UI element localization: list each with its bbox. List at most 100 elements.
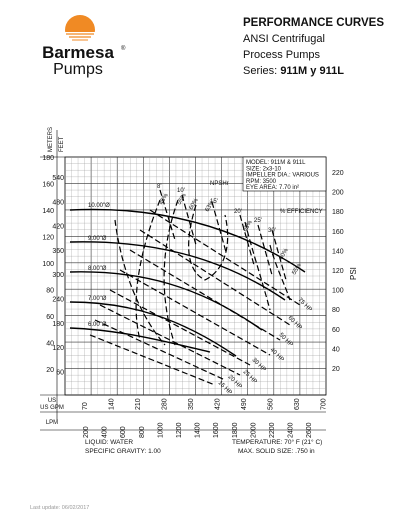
gpm-tick-label: 560 <box>268 398 275 410</box>
psi-tick-label: 80 <box>332 307 340 314</box>
gpm-tick-label: 70 <box>82 402 89 410</box>
footer: Last update: 06/02/2017 <box>30 505 89 511</box>
series: Series: 911M y 911L <box>243 65 344 77</box>
npsh-value-label: 8' <box>157 184 161 190</box>
lpm-tick-label: 1400 <box>195 422 202 438</box>
psi-tick-label: 200 <box>332 190 344 197</box>
axis-label: METERS <box>48 127 54 152</box>
npsh-value-label: 10' <box>177 188 185 194</box>
lpm-tick-label: 1200 <box>176 422 183 438</box>
feet-tick-label: 60 <box>56 369 64 376</box>
diameter-label: 7.00"Ø <box>88 296 107 302</box>
psi-tick-label: 100 <box>332 288 344 295</box>
model-line: EYE AREA: 7.70 in² <box>246 185 299 191</box>
psi-tick-label: 40 <box>332 346 340 353</box>
title: PERFORMANCE CURVES <box>243 17 384 29</box>
performance-chart: METERS FEET PSI US US GPM LPM MODEL: 911… <box>40 127 358 431</box>
gpm-tick-label: 210 <box>135 398 142 410</box>
logo: Barmesa ® Pumps <box>42 15 126 78</box>
npsh-value-label: 25' <box>254 218 262 224</box>
psi-tick-label: 120 <box>332 268 344 275</box>
impeller-curves <box>69 208 306 357</box>
condition: MAX. SOLID SIZE: .750 in <box>238 448 315 455</box>
psi-tick-label: 60 <box>332 327 340 334</box>
hp-label: 30 HP <box>251 357 267 373</box>
hp-label: 75 HP <box>297 297 313 313</box>
efficiency-value-label: 55% <box>292 262 304 276</box>
efficiency-value-label: 60% <box>189 197 201 211</box>
psi-tick-label: 180 <box>332 209 344 216</box>
meters-tick-label: 120 <box>42 235 54 242</box>
model-line: MODEL: 911M & 911L <box>246 160 306 166</box>
lpm-tick-label: 2600 <box>306 422 313 438</box>
npsh-value-label: 15' <box>210 199 218 205</box>
feet-tick-label: 240 <box>52 297 64 304</box>
axis-label: US <box>48 398 56 404</box>
axis-label: PSI <box>349 267 358 280</box>
efficiency-value-label: 63% <box>243 219 255 233</box>
feet-tick-label: 540 <box>52 175 64 182</box>
hp-curves <box>89 209 301 386</box>
model-line: SIZE: 2x3-10 <box>246 166 282 172</box>
efficiency-curves <box>114 199 291 346</box>
efficiency-value-label: 60% <box>279 247 291 261</box>
gpm-tick-label: 280 <box>162 398 169 410</box>
meters-tick-label: 140 <box>42 208 54 215</box>
logo-name: Barmesa <box>42 43 114 62</box>
gpm-tick-label: 700 <box>321 398 328 410</box>
condition: SPECIFIC GRAVITY: 1.00 <box>85 448 161 455</box>
logo-registered: ® <box>121 45 126 52</box>
hp-label: 50 HP <box>278 332 294 348</box>
lpm-tick-label: 400 <box>102 426 109 438</box>
efficiency-label: % EFFICIENCY <box>280 209 323 215</box>
hp-label: 15 HP <box>217 380 233 396</box>
npsh-value-label: 30' <box>268 228 276 234</box>
diameter-label: 9.00"Ø <box>88 236 107 242</box>
feet-tick-label: 480 <box>52 199 64 206</box>
meters-tick-label: 40 <box>46 341 54 348</box>
lpm-tick-label: 1000 <box>157 422 164 438</box>
lpm-tick-label: 200 <box>83 426 90 438</box>
diameter-label: 8.00"Ø <box>88 266 107 272</box>
lpm-tick-label: 1600 <box>213 422 220 438</box>
feet-tick-label: 360 <box>52 248 64 255</box>
psi-tick-label: 160 <box>332 229 344 236</box>
gpm-tick-label: 140 <box>109 398 116 410</box>
psi-tick-label: 140 <box>332 248 344 255</box>
lpm-tick-label: 2400 <box>288 422 295 438</box>
series-label: Series: <box>243 65 277 77</box>
lpm-tick-label: 2000 <box>250 422 257 438</box>
efficiency-value-label: 63% <box>205 199 217 213</box>
axis-label: LPM <box>46 420 58 426</box>
subtitle: Process Pumps <box>243 49 321 61</box>
model-line: IMPELLER DIA.: VARIOUS <box>246 173 319 179</box>
npsh-value-label: 20' <box>234 209 242 215</box>
condition: LIQUID: WATER <box>85 439 133 446</box>
lpm-tick-label: 600 <box>120 426 127 438</box>
series-value: 911M y 911L <box>280 65 344 77</box>
axis-label: FEET <box>59 136 65 152</box>
lpm-tick-label: 800 <box>139 426 146 438</box>
efficiency-value-label: 55% <box>177 192 189 206</box>
efficiency-value-label: 45% <box>159 192 171 206</box>
diameter-label: 6.00"Ø <box>88 322 107 328</box>
gpm-tick-label: 350 <box>188 398 195 410</box>
feet-tick-label: 420 <box>52 224 64 231</box>
gpm-tick-label: 420 <box>215 398 222 410</box>
gpm-tick-label: 490 <box>241 398 248 410</box>
diameter-label: 10.00"Ø <box>88 203 110 209</box>
feet-tick-label: 300 <box>52 272 64 279</box>
meters-tick-label: 20 <box>46 367 54 374</box>
npsh-label: NPSHr <box>210 181 229 187</box>
lpm-tick-label: 1800 <box>232 422 239 438</box>
gpm-tick-label: 630 <box>294 398 301 410</box>
hp-label: 25 HP <box>242 369 258 385</box>
meters-tick-label: 60 <box>46 314 54 321</box>
feet-tick-label: 180 <box>52 321 64 328</box>
psi-tick-label: 20 <box>332 366 340 373</box>
axis-label: US GPM <box>40 405 64 411</box>
psi-tick-label: 220 <box>332 170 344 177</box>
feet-tick-label: 120 <box>52 345 64 352</box>
